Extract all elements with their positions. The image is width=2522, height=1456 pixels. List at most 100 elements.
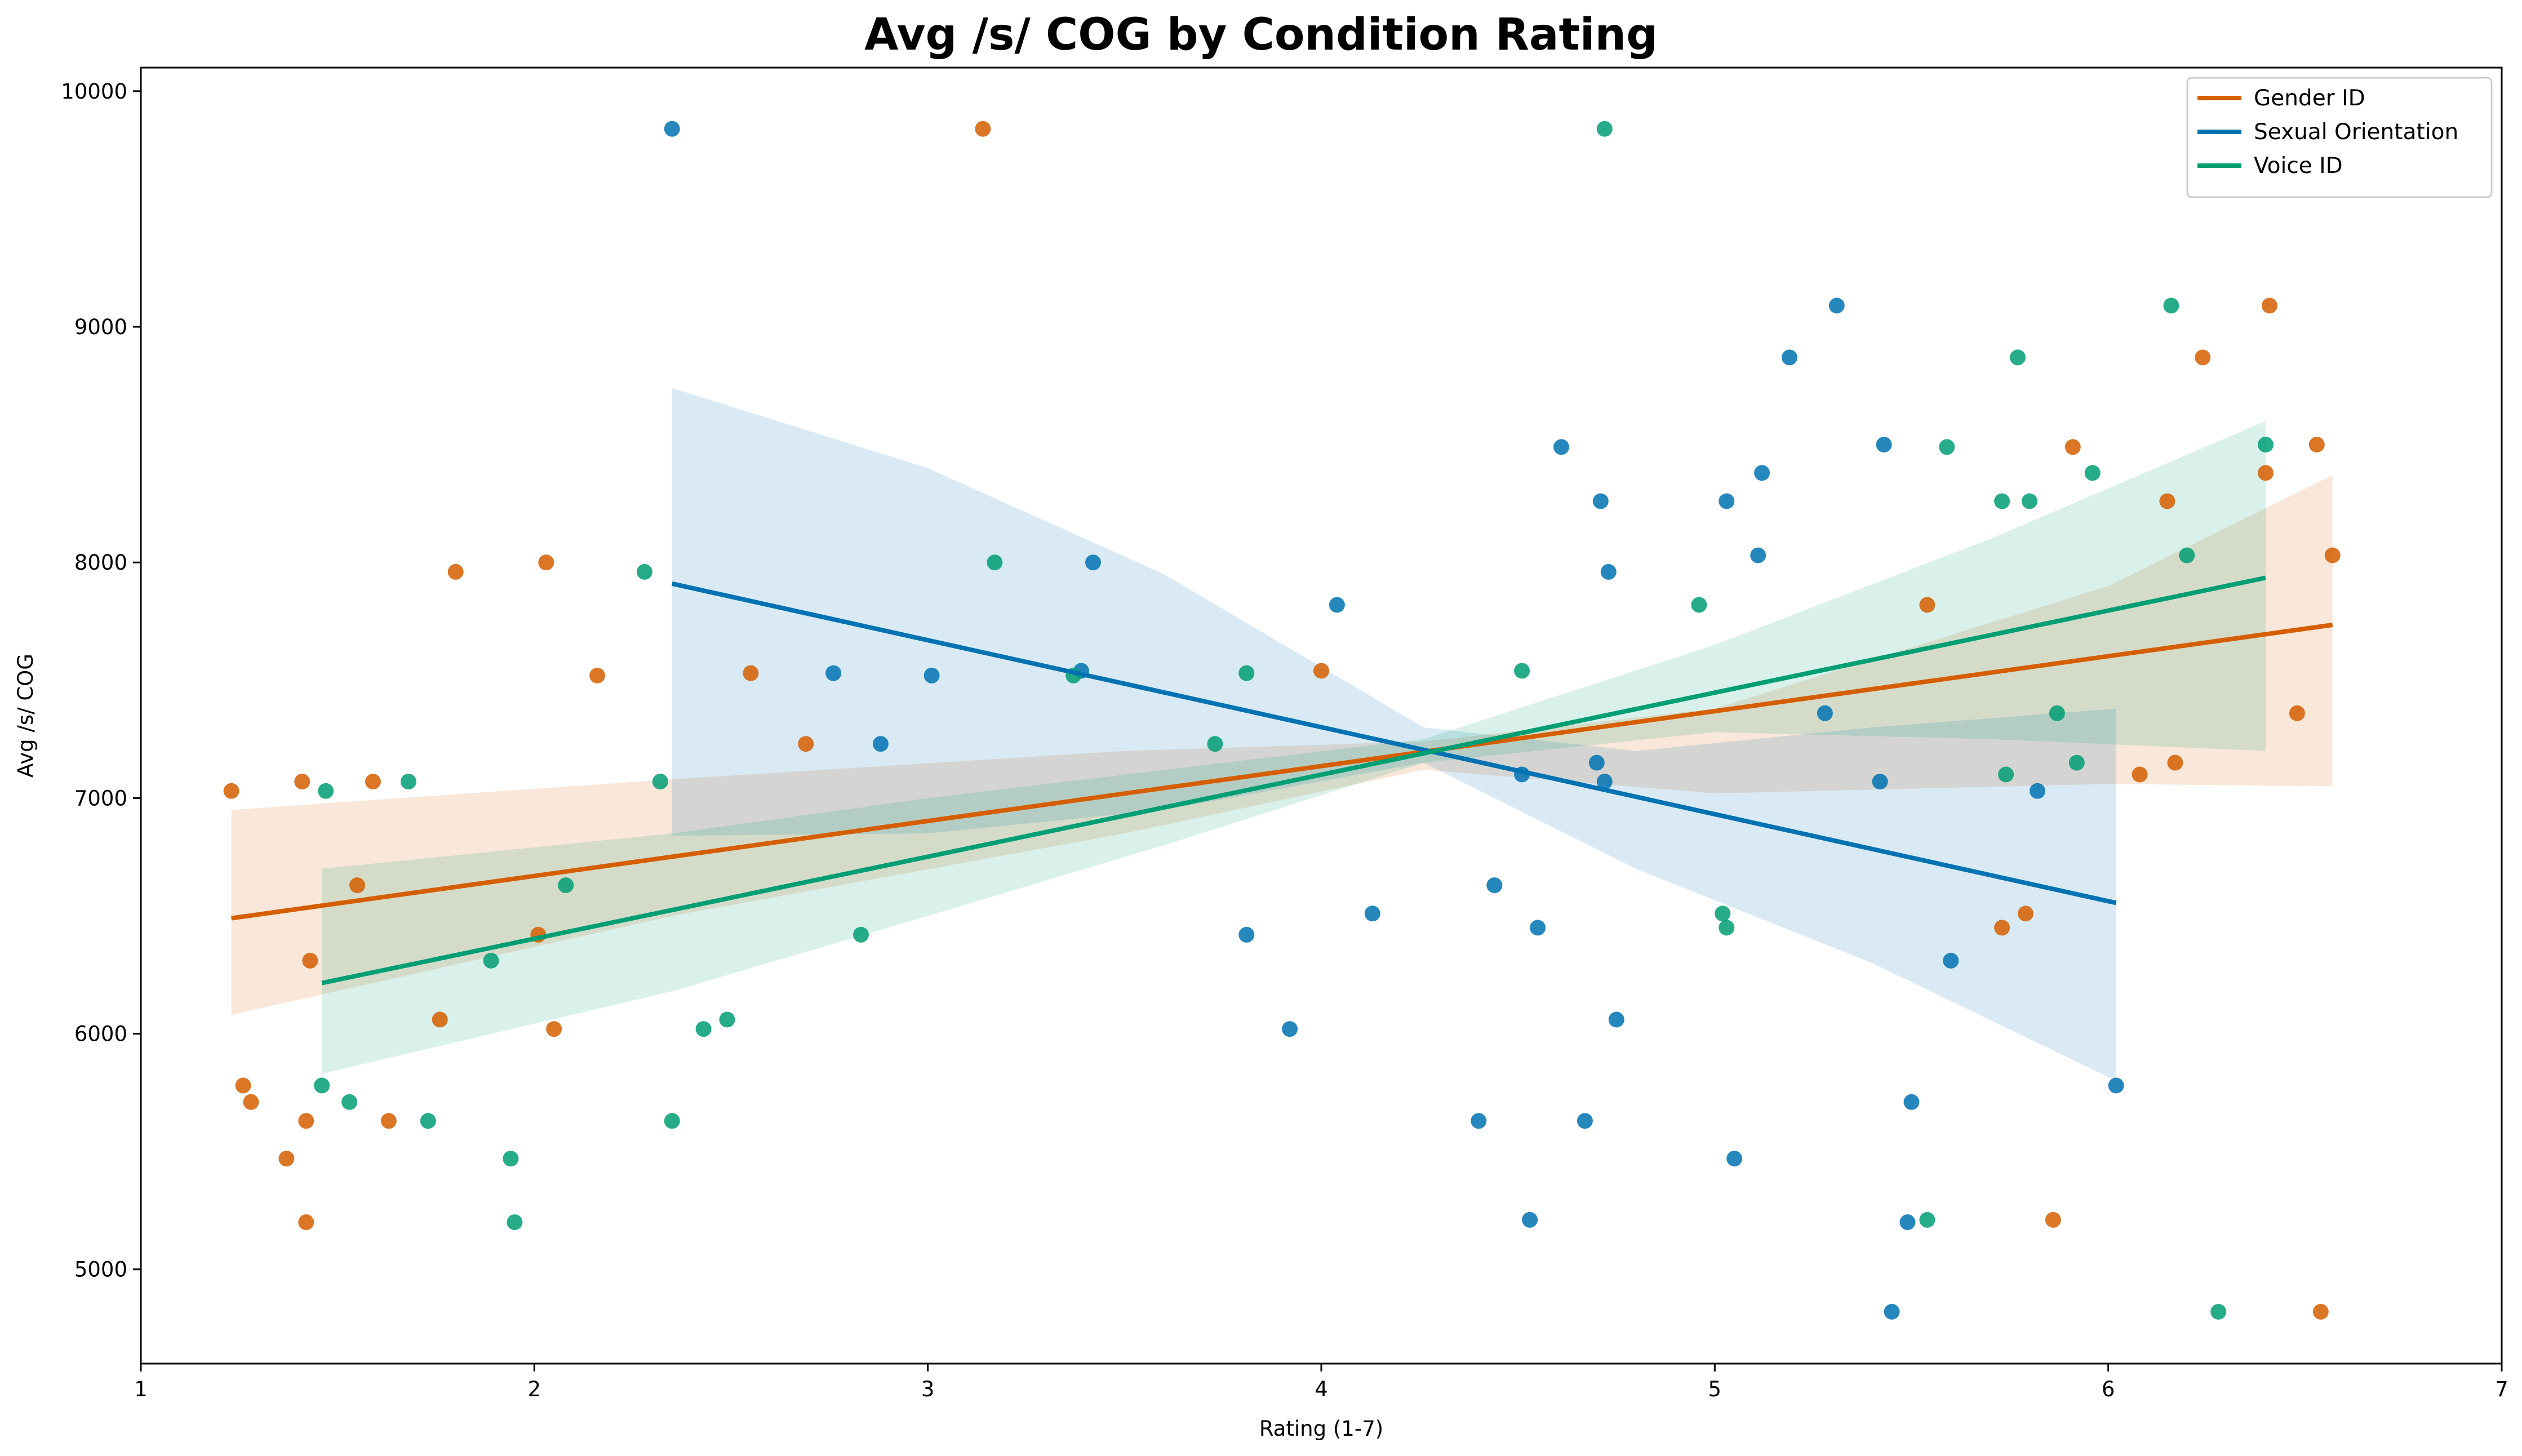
point-series-1-14 [1530, 920, 1546, 936]
point-series-0-8 [349, 877, 366, 894]
point-series-0-23 [2018, 905, 2033, 922]
point-series-0-9 [365, 774, 381, 790]
point-series-0-5 [298, 1214, 314, 1231]
point-series-2-14 [853, 926, 869, 943]
point-series-1-29 [1872, 774, 1888, 790]
point-series-1-28 [1828, 298, 1845, 314]
point-series-0-15 [546, 1021, 562, 1037]
point-series-0-12 [447, 563, 464, 580]
point-series-0-10 [380, 1113, 397, 1129]
point-series-1-23 [1726, 1151, 1743, 1167]
point-series-1-36 [2108, 1077, 2124, 1094]
point-series-2-30 [2049, 705, 2065, 721]
point-series-0-24 [2045, 1211, 2061, 1228]
point-series-2-12 [695, 1021, 712, 1037]
x-tick-label: 7 [2495, 1377, 2508, 1401]
point-series-1-3 [923, 667, 940, 683]
point-series-0-35 [2324, 547, 2341, 563]
point-series-0-0 [223, 783, 239, 799]
point-series-0-19 [975, 121, 991, 137]
regression-line-series-1 [671, 581, 2117, 905]
y-tick-label: 9000 [74, 315, 127, 339]
ci-band-series-0 [231, 475, 2333, 1015]
point-series-2-3 [400, 774, 416, 790]
point-series-0-33 [2308, 437, 2325, 453]
point-series-1-18 [1592, 493, 1609, 509]
legend-label: Voice ID [2254, 153, 2343, 179]
legend-box [2186, 77, 2493, 198]
y-tick-label: 8000 [74, 551, 127, 575]
point-series-0-28 [2167, 754, 2183, 771]
point-series-2-32 [2084, 465, 2101, 481]
y-tick-label: 6000 [74, 1022, 127, 1046]
chart-title: Avg /s/ COG by Condition Rating [864, 10, 1658, 60]
point-series-1-6 [1238, 926, 1255, 943]
data-points [223, 121, 2341, 1320]
point-series-2-28 [2010, 349, 2026, 366]
point-series-2-2 [341, 1094, 358, 1110]
point-series-1-10 [1471, 1113, 1487, 1129]
point-series-1-25 [1754, 465, 1770, 481]
point-series-2-26 [1994, 493, 2010, 509]
ci-band-series-1 [672, 388, 2116, 1081]
point-series-1-33 [1903, 1094, 1920, 1110]
point-series-2-13 [719, 1011, 735, 1028]
regression-lines [231, 575, 2333, 986]
point-series-2-6 [503, 1151, 519, 1167]
point-series-0-20 [1313, 663, 1329, 679]
point-series-0-21 [1919, 597, 1935, 613]
point-series-2-0 [314, 1077, 330, 1094]
point-series-0-1 [235, 1077, 251, 1094]
point-series-0-25 [2064, 439, 2081, 455]
point-series-1-11 [1486, 877, 1503, 894]
point-series-2-9 [636, 563, 652, 580]
point-series-0-29 [2195, 349, 2211, 366]
point-series-1-17 [1588, 754, 1605, 771]
point-series-0-11 [432, 1011, 448, 1028]
point-series-0-27 [2159, 493, 2175, 509]
point-series-1-16 [1577, 1113, 1593, 1129]
point-series-1-0 [664, 121, 680, 137]
point-series-1-21 [1608, 1011, 1624, 1028]
x-tick-label: 5 [1708, 1377, 1722, 1401]
point-series-0-18 [798, 736, 814, 752]
point-series-2-7 [507, 1214, 523, 1231]
point-series-2-22 [1715, 905, 1731, 922]
point-series-1-22 [1719, 493, 1735, 509]
point-series-1-35 [2030, 783, 2045, 799]
point-series-2-15 [987, 554, 1003, 571]
point-series-2-11 [664, 1113, 680, 1129]
point-series-1-24 [1750, 547, 1766, 563]
point-series-0-16 [589, 667, 606, 683]
point-series-0-17 [743, 665, 759, 681]
legend-label: Sexual Orientation [2254, 119, 2458, 145]
x-axis-label: Rating (1-7) [1259, 1417, 1383, 1441]
point-series-1-2 [872, 736, 889, 752]
x-tick-label: 1 [134, 1377, 148, 1401]
y-axis-ticks: 5000 6000 7000 8000 9000 10000 [61, 79, 141, 1282]
point-series-1-13 [1522, 1211, 1538, 1228]
x-tick-label: 6 [2102, 1377, 2115, 1401]
point-series-2-17 [1207, 736, 1223, 752]
point-series-2-23 [1719, 920, 1735, 936]
x-tick-label: 2 [528, 1377, 541, 1401]
point-series-1-8 [1329, 597, 1345, 613]
point-series-1-27 [1817, 705, 1833, 721]
point-series-1-15 [1553, 439, 1569, 455]
point-series-2-8 [558, 877, 574, 894]
point-series-2-35 [2210, 1304, 2227, 1320]
x-axis-ticks: 1 2 3 4 5 6 7 [134, 1364, 2508, 1401]
point-series-2-33 [2163, 298, 2179, 314]
point-series-1-32 [1899, 1214, 1916, 1231]
point-series-1-20 [1600, 563, 1617, 580]
point-series-2-19 [1514, 663, 1530, 679]
y-tick-label: 7000 [74, 786, 127, 810]
point-series-0-14 [538, 554, 554, 571]
point-series-0-3 [278, 1151, 295, 1167]
point-series-0-32 [2289, 705, 2305, 721]
point-series-0-26 [2132, 766, 2148, 783]
point-series-0-30 [2258, 465, 2274, 481]
point-series-2-31 [2068, 754, 2085, 771]
point-series-2-10 [652, 774, 668, 790]
